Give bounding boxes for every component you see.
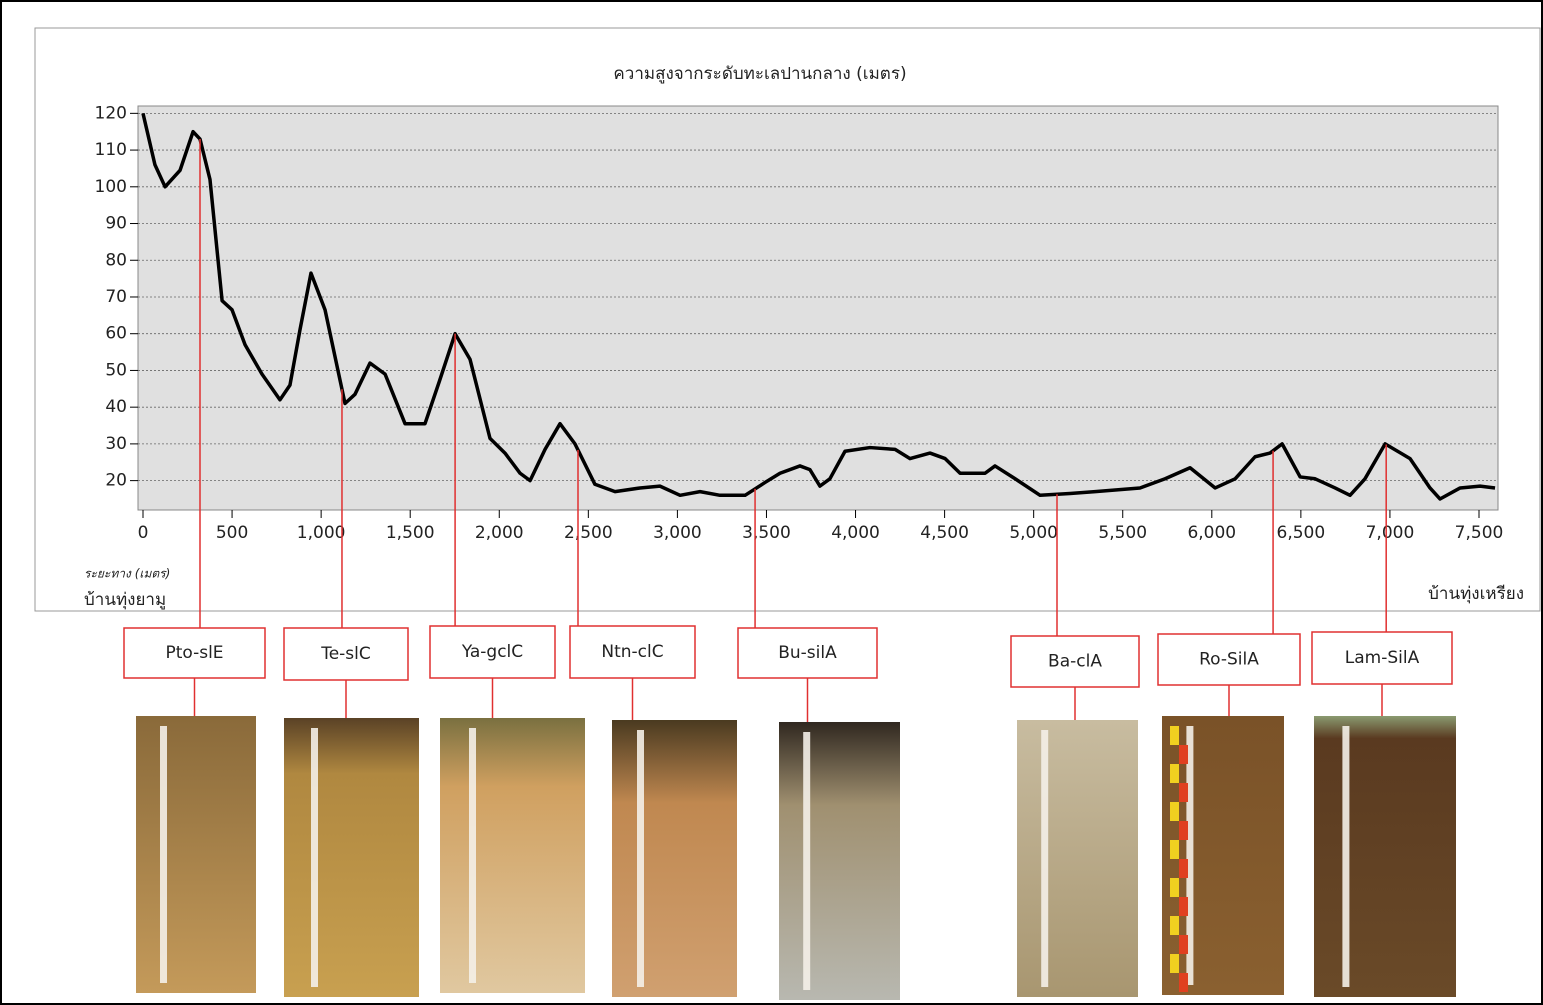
x-tick-label: 6,000 [1187, 523, 1236, 543]
measuring-tape [1186, 726, 1194, 985]
site-box [1010, 635, 1140, 688]
scale-bar [1170, 840, 1179, 859]
y-tick-label: 30 [105, 434, 127, 454]
scale-bar [1170, 954, 1179, 973]
y-tick-label: 70 [105, 287, 127, 307]
y-tick-label: 50 [105, 360, 127, 380]
scale-bar [1170, 916, 1179, 935]
scale-bar [1179, 935, 1188, 954]
photo [284, 718, 419, 997]
plot-area [137, 105, 1499, 511]
elevation-line [141, 112, 1496, 501]
measuring-tape [803, 732, 811, 990]
scale-bar [1179, 821, 1188, 840]
measuring-tape [469, 728, 476, 983]
photo [612, 720, 737, 997]
chart-title: ความสูงจากระดับทะเลปานกลาง (เมตร) [613, 64, 906, 84]
x-tick-label: 3,500 [742, 523, 791, 543]
x-tick-label: 4,500 [920, 523, 969, 543]
x-tick-label: 1,500 [386, 523, 435, 543]
photo [1314, 716, 1456, 997]
y-tick-label: 60 [105, 324, 127, 344]
y-tick-label: 40 [105, 397, 127, 417]
site-box [737, 627, 878, 679]
photo [440, 718, 585, 993]
y-tick-label: 80 [105, 250, 127, 270]
x-tick-label: 2,000 [475, 523, 524, 543]
site-box [1157, 633, 1301, 686]
x-tick-label: 5,500 [1098, 523, 1147, 543]
x-tick-label: 0 [138, 523, 149, 543]
site-label: Lam-SilA [1345, 648, 1420, 668]
x-tick-label: 500 [216, 523, 248, 543]
site-box [283, 627, 409, 681]
measuring-tape [160, 726, 167, 983]
x-tick-label: 1,000 [297, 523, 346, 543]
site-label: Te-slC [320, 644, 371, 664]
site-box [429, 625, 556, 679]
y-tick-label: 110 [95, 140, 127, 160]
site-box [123, 627, 266, 679]
x-tick-label: 6,500 [1277, 523, 1326, 543]
scale-bar [1179, 897, 1188, 916]
start-label: บ้านทุ่งยามู [84, 590, 166, 610]
scale-bar [1170, 764, 1179, 783]
y-tick-label: 100 [95, 177, 127, 197]
site-box [1311, 631, 1453, 685]
x-tick-label: 7,500 [1455, 523, 1504, 543]
x-tick-label: 4,000 [831, 523, 880, 543]
scale-bar [1170, 802, 1179, 821]
y-tick-label: 90 [105, 214, 127, 234]
scale-bar [1179, 859, 1188, 878]
measuring-tape [311, 728, 318, 987]
site-label: Ba-clA [1048, 652, 1102, 672]
x-axis-label: ระยะทาง (เมตร) [84, 567, 170, 581]
x-tick-label: 7,000 [1366, 523, 1415, 543]
photo [136, 716, 256, 993]
scale-bar [1170, 878, 1179, 897]
measuring-tape [1342, 726, 1350, 987]
site-label: Ntn-clC [601, 642, 663, 662]
scale-bar [1179, 973, 1188, 992]
scale-bar [1170, 726, 1179, 745]
x-tick-label: 5,000 [1009, 523, 1058, 543]
x-tick-label: 2,500 [564, 523, 613, 543]
scale-bar [1179, 783, 1188, 802]
site-box [569, 625, 696, 679]
site-label: Pto-slE [165, 643, 223, 663]
site-label: Ro-SilA [1199, 650, 1259, 670]
site-label: Bu-silA [778, 643, 837, 663]
end-label: บ้านทุ่งเหรียง [1428, 584, 1524, 604]
x-tick-label: 3,000 [653, 523, 702, 543]
y-tick-label: 120 [95, 103, 127, 123]
measuring-tape [1041, 730, 1049, 987]
photo [779, 722, 900, 1000]
site-label: Ya-gclC [461, 642, 523, 662]
scale-bar [1179, 745, 1188, 764]
y-tick-label: 20 [105, 471, 127, 491]
photo [1017, 720, 1138, 997]
measuring-tape [637, 730, 644, 987]
